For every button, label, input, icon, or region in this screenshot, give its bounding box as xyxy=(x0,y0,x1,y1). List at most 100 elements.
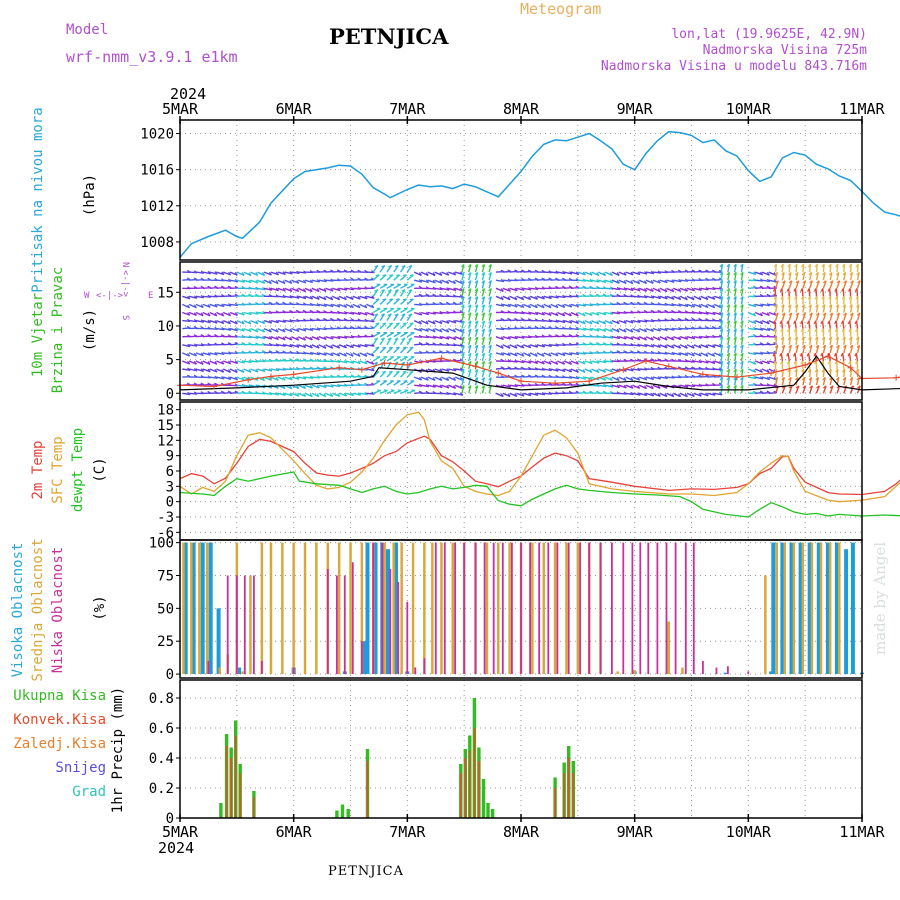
wind-barb xyxy=(577,327,586,331)
wind-barb xyxy=(679,336,689,340)
wind-barb-head xyxy=(691,383,696,388)
wind-barb-head xyxy=(234,376,239,381)
wind-barb-head xyxy=(609,350,614,353)
wind-barb-head xyxy=(609,293,614,297)
wind-barb xyxy=(393,370,400,378)
wind-barb xyxy=(761,360,770,365)
wind-barb-head xyxy=(364,374,368,378)
wind-barb-head xyxy=(282,287,286,292)
wind-barb xyxy=(652,384,661,390)
model-altitude-text: Nadmorska Visina u modelu 843.716m xyxy=(601,59,867,74)
wind-barb xyxy=(536,352,545,357)
wind-barb-head xyxy=(719,320,723,324)
precip-conv-bar xyxy=(460,773,462,818)
wind-barb xyxy=(345,270,354,273)
wind-barb xyxy=(570,303,579,308)
wind-barb xyxy=(748,286,757,289)
wind-barb-head xyxy=(760,360,764,365)
wind-barb xyxy=(509,303,518,308)
wind-barb xyxy=(516,303,525,308)
wind-barb xyxy=(632,392,641,396)
wind-barb-head xyxy=(323,336,327,340)
wind-barb xyxy=(406,331,415,338)
wind-barb-head xyxy=(671,296,675,300)
wind-barb xyxy=(414,392,423,394)
wind-barb-head xyxy=(432,320,436,325)
wind-barb xyxy=(693,344,702,349)
wind-barb-head xyxy=(623,377,627,381)
wind-barb-head xyxy=(664,327,668,331)
wind-barb-head xyxy=(575,303,580,307)
wind-barb-head xyxy=(794,336,798,340)
wind-barb xyxy=(502,384,511,388)
wind-barb xyxy=(420,376,429,381)
wind-barb-head xyxy=(657,376,662,380)
wind-barb xyxy=(632,287,641,292)
cloud-mid-bar xyxy=(819,542,823,674)
wind-barb-head xyxy=(740,352,744,357)
model-label: Model xyxy=(66,22,108,38)
wind-barb xyxy=(257,303,266,306)
wind-barb-head xyxy=(330,335,334,340)
wind-barb xyxy=(488,264,492,273)
wind-barb-head xyxy=(488,271,492,276)
cloud-low-bar xyxy=(684,542,687,674)
wind-barb-head xyxy=(637,328,641,333)
cloud-mid-bar xyxy=(616,671,619,674)
wind-barb xyxy=(700,270,709,273)
wind-barb-head xyxy=(296,288,300,292)
wind-barb xyxy=(693,352,702,357)
wind-barb-head xyxy=(488,263,492,268)
wind-barb xyxy=(406,346,414,354)
wind-barb-head xyxy=(323,384,327,388)
wind-barb xyxy=(611,311,620,315)
wind-barb xyxy=(774,369,778,378)
wind-barb-head xyxy=(401,361,405,365)
wind-barb-head xyxy=(719,360,723,365)
wind-barb xyxy=(570,368,579,373)
wind-barb xyxy=(835,352,838,362)
cloud-low-bar xyxy=(260,660,263,674)
cloud-low-bar xyxy=(226,575,229,675)
wind-barb xyxy=(427,327,436,333)
wind-barb xyxy=(202,352,211,356)
cloud-high-bar xyxy=(191,542,196,674)
cloud-low-bar xyxy=(702,660,704,674)
wind-barb xyxy=(488,345,492,354)
wind-barb xyxy=(700,303,709,309)
wind-barb-head xyxy=(671,344,675,349)
cloud-low-bar xyxy=(599,542,602,674)
compass-legend: W <-|-> E N <-|-> S xyxy=(84,262,153,320)
wind-barb xyxy=(332,319,341,322)
wind-barb xyxy=(570,360,579,365)
wind-barb-head xyxy=(834,296,838,300)
wind-barb-head xyxy=(488,344,492,349)
wind-barb-head xyxy=(842,344,847,349)
wind-barb xyxy=(270,344,279,347)
wind-barb-head xyxy=(394,289,399,292)
wind-barb xyxy=(434,303,443,306)
wind-barb-head xyxy=(698,392,702,397)
wind-barb xyxy=(856,336,860,345)
wind-barb xyxy=(359,360,368,365)
wind-barb-head xyxy=(214,312,218,317)
wind-barb xyxy=(474,296,479,305)
wind-barb xyxy=(468,336,472,345)
wind-barb xyxy=(727,280,730,289)
wind-barb xyxy=(618,287,627,291)
wind-barb-head xyxy=(582,327,587,331)
wind-barb xyxy=(502,295,511,301)
wind-barb-head xyxy=(793,328,797,333)
wind-barb xyxy=(652,279,661,284)
wind-barb xyxy=(563,303,573,308)
wind-barb xyxy=(311,303,320,307)
wind-barb-head xyxy=(521,344,525,349)
wind-barb-head xyxy=(637,367,641,371)
y-tick-label: 15 xyxy=(157,418,174,434)
wind-barb-head xyxy=(467,312,472,316)
wind-barb-head xyxy=(787,336,791,340)
wind-barb-head xyxy=(303,385,306,389)
wind-barb-head xyxy=(409,370,414,373)
wind-barb xyxy=(393,346,400,354)
wind-barb xyxy=(461,385,465,394)
